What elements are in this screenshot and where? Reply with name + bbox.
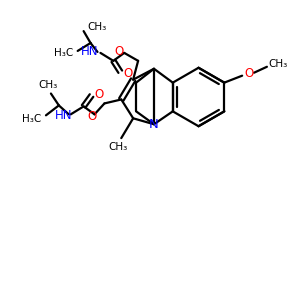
Text: O: O bbox=[87, 110, 96, 123]
Text: CH₃: CH₃ bbox=[109, 142, 128, 152]
Text: CH₃: CH₃ bbox=[268, 59, 287, 69]
Text: O: O bbox=[124, 67, 133, 80]
Text: H₃C: H₃C bbox=[54, 48, 74, 58]
Text: CH₃: CH₃ bbox=[88, 22, 107, 32]
Text: O: O bbox=[95, 88, 104, 101]
Text: O: O bbox=[244, 67, 254, 80]
Text: HN: HN bbox=[55, 109, 73, 122]
Text: O: O bbox=[115, 45, 124, 58]
Text: HN: HN bbox=[81, 45, 98, 58]
Text: CH₃: CH₃ bbox=[38, 80, 58, 90]
Text: N: N bbox=[149, 118, 159, 131]
Text: H₃C: H₃C bbox=[22, 114, 42, 124]
